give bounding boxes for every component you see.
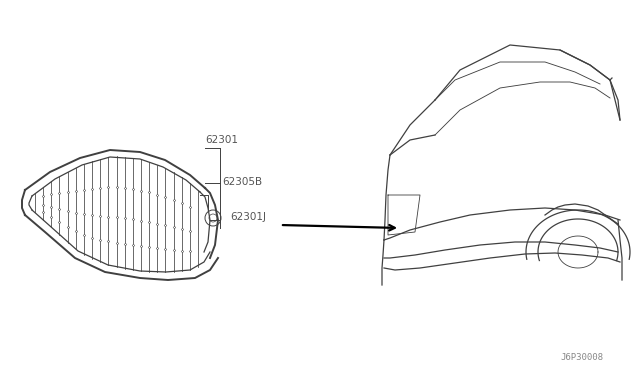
Text: 62301J: 62301J [230, 212, 266, 222]
Text: 62305B: 62305B [222, 177, 262, 187]
Text: J6P30008: J6P30008 [560, 353, 603, 362]
Text: 62301: 62301 [205, 135, 238, 145]
